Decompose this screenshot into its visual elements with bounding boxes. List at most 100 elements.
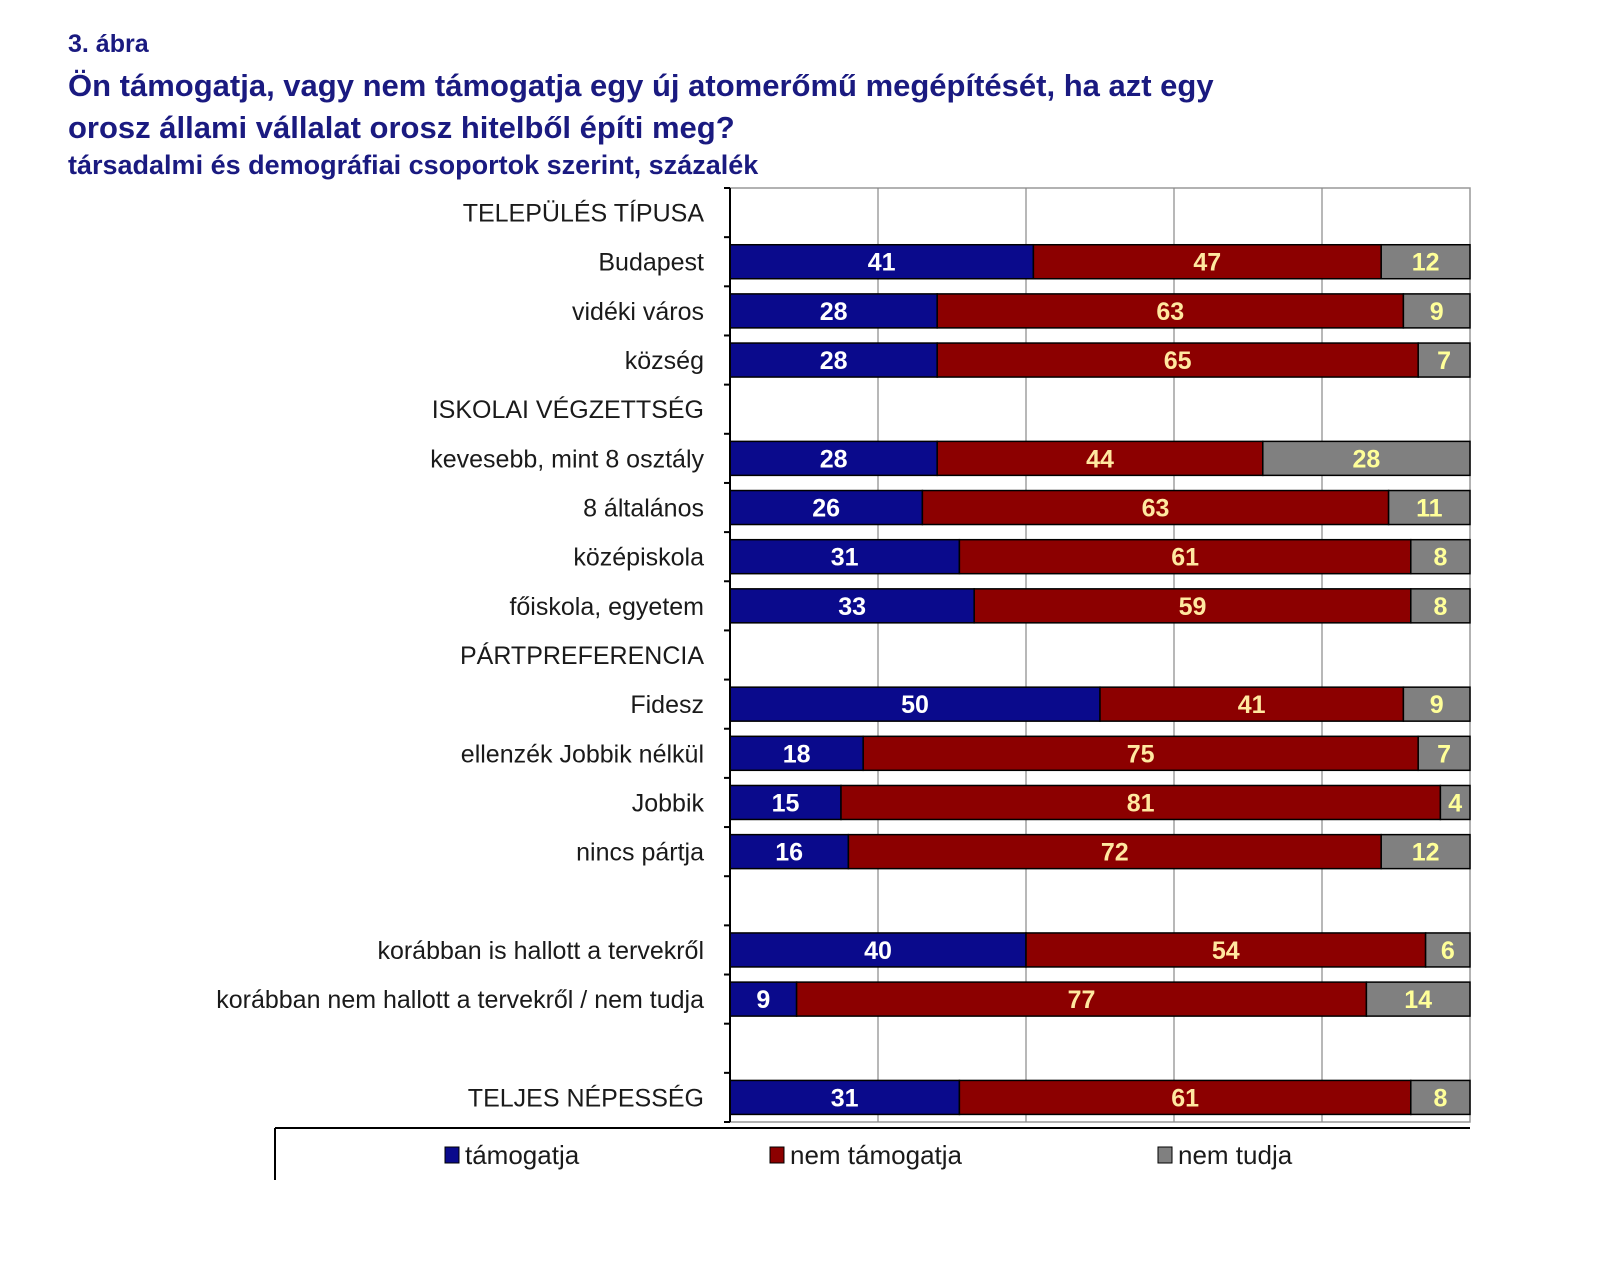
bar-segment-nem-tamogatja: [973, 588, 1412, 624]
category-label: középiskola: [573, 544, 704, 572]
data-label: 33: [838, 593, 866, 621]
category-label: Jobbik: [632, 789, 705, 817]
bar-segment-nem-tamogatja: [921, 489, 1390, 526]
data-label: 41: [1238, 691, 1266, 719]
data-label: 4: [1448, 789, 1462, 817]
category-label: 8 általános: [583, 495, 704, 523]
data-label: 9: [1430, 691, 1444, 719]
data-label: 77: [1068, 986, 1096, 1014]
bar-segment-nem-tudja: [1380, 833, 1471, 870]
data-label: 41: [868, 249, 896, 277]
bar-segment-nem-tamogatja: [795, 981, 1368, 1017]
bar-segment-tamogatja: [729, 440, 938, 477]
data-label: 63: [1156, 298, 1184, 326]
category-label: PÁRTPREFERENCIA: [460, 641, 704, 670]
bar-segment-tamogatja: [729, 489, 924, 526]
data-label: 31: [831, 544, 859, 572]
bar-segment-nem-tamogatja: [1099, 686, 1405, 722]
category-label: ISKOLAI VÉGZETTSÉG: [432, 395, 704, 424]
bar-segment-nem-tamogatja: [936, 440, 1264, 477]
category-label: Fidesz: [630, 691, 704, 719]
bar-segment-nem-tudja: [1417, 735, 1471, 772]
bar-segment-nem-tudja: [1365, 981, 1471, 1017]
data-label: 12: [1412, 839, 1440, 867]
data-label: 61: [1171, 544, 1199, 572]
data-label: 40: [864, 937, 892, 965]
bar-segment-nem-tudja: [1380, 243, 1471, 280]
data-label: 72: [1101, 839, 1129, 867]
bar-segment-tamogatja: [729, 686, 1101, 722]
bar-segment-tamogatja: [729, 538, 961, 575]
data-label: 28: [820, 298, 848, 326]
data-label: 59: [1179, 593, 1207, 621]
chart-title-line-1: Ön támogatja, vagy nem támogatja egy új …: [68, 68, 1214, 103]
category-label: község: [625, 347, 704, 375]
data-label: 47: [1193, 249, 1221, 277]
category-label: TELJES NÉPESSÉG: [468, 1083, 704, 1112]
legend-swatch: [769, 1146, 785, 1164]
bar-segment-nem-tudja: [1439, 784, 1471, 821]
legend-label: nem tudja: [1178, 1140, 1293, 1170]
data-label: 8: [1433, 593, 1447, 621]
data-label: 7: [1437, 740, 1451, 768]
data-label: 14: [1404, 986, 1432, 1014]
data-label: 18: [783, 740, 811, 768]
bar-segment-nem-tamogatja: [840, 784, 1442, 821]
data-label: 12: [1412, 249, 1440, 277]
data-label: 7: [1437, 347, 1451, 375]
axes: [724, 187, 731, 1123]
data-label: 54: [1212, 937, 1240, 965]
data-label: 26: [812, 495, 840, 523]
bar-segment-nem-tudja: [1424, 932, 1471, 968]
category-label: TELEPÜLÉS TÍPUSA: [463, 199, 705, 228]
data-label: 15: [772, 789, 800, 817]
legend-swatch: [444, 1146, 460, 1164]
data-label: 65: [1164, 347, 1192, 375]
legend-swatch: [1157, 1146, 1173, 1164]
data-label: 8: [1433, 1084, 1447, 1112]
bar-segment-nem-tudja: [1410, 588, 1471, 624]
data-label: 16: [775, 839, 803, 867]
data-label: 31: [831, 1084, 859, 1112]
category-label: kevesebb, mint 8 osztály: [430, 445, 704, 473]
category-label: ellenzék Jobbik nélkül: [461, 740, 704, 768]
bar-segment-nem-tudja: [1262, 440, 1471, 477]
bar-segment-nem-tudja: [1387, 489, 1471, 526]
data-label: 28: [820, 347, 848, 375]
legend: támogatja nem támogatja nem tudja: [274, 1127, 1470, 1180]
bar-segment-tamogatja: [729, 243, 1035, 280]
legend-label: nem támogatja: [790, 1140, 963, 1170]
bar-segment-nem-tamogatja: [1032, 243, 1382, 280]
data-label: 63: [1142, 495, 1170, 523]
bar-segment-nem-tudja: [1402, 686, 1471, 722]
category-labels: TELEPÜLÉS TÍPUSA Budapest vidéki város közs…: [216, 199, 704, 1113]
bar-segment-nem-tamogatja: [847, 833, 1382, 870]
category-label: főiskola, egyetem: [509, 593, 704, 621]
bar-segment-nem-tamogatja: [1025, 932, 1427, 968]
category-label: vidéki város: [572, 298, 704, 326]
category-label: Budapest: [598, 249, 704, 277]
bar-segment-nem-tudja: [1410, 1079, 1471, 1116]
bar-segment-nem-tamogatja: [862, 735, 1419, 772]
chart-title-line-2: orosz állami vállalat orosz hitelből épí…: [68, 110, 735, 145]
data-label: 6: [1441, 937, 1455, 965]
data-label: 8: [1433, 544, 1447, 572]
category-label: nincs pártja: [576, 839, 704, 867]
bar-segment-nem-tamogatja: [958, 1079, 1412, 1116]
category-label: korábban is hallott a tervekről: [377, 937, 704, 965]
data-label: 61: [1171, 1084, 1199, 1112]
bar-segment-nem-tudja: [1417, 342, 1471, 378]
data-label: 28: [820, 445, 848, 473]
data-label: 9: [1430, 298, 1444, 326]
bar-segment-nem-tamogatja: [936, 293, 1405, 329]
category-label: korábban nem hallott a tervekről / nem t…: [216, 986, 704, 1014]
data-label: 75: [1127, 740, 1155, 768]
data-label: 11: [1416, 495, 1443, 523]
bar-segment-tamogatja: [729, 735, 864, 772]
data-label: 9: [756, 986, 770, 1014]
figure-number: 3. ábra: [68, 30, 149, 58]
bar-segment-nem-tamogatja: [936, 342, 1419, 378]
data-label: 81: [1127, 789, 1155, 817]
